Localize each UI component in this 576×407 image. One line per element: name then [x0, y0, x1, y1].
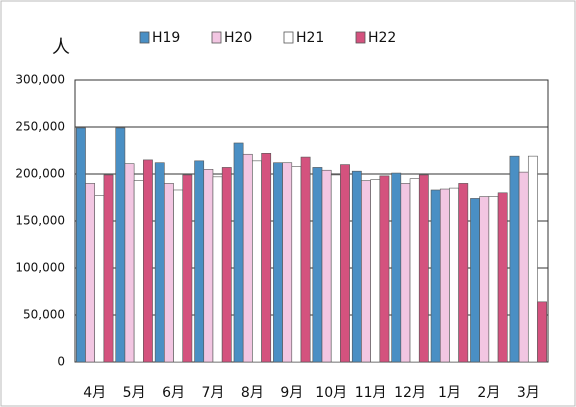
bar [300, 156, 311, 363]
legend-label: H22 [368, 30, 396, 46]
x-tick-label: 2月 [477, 385, 500, 401]
legend-label: H20 [224, 30, 252, 46]
bar [143, 159, 153, 363]
x-tick-label: 10月 [315, 385, 347, 401]
bar [370, 179, 381, 363]
bar [321, 169, 332, 363]
x-tick-label: 12月 [394, 385, 426, 401]
x-tick-label: 1月 [438, 385, 461, 401]
y-tick-label: 250,000 [15, 120, 65, 134]
legend-swatch [283, 31, 294, 44]
x-tick-label: 7月 [201, 385, 224, 401]
bar [518, 171, 529, 363]
bar [203, 169, 214, 363]
bar [212, 176, 223, 363]
x-tick-label: 9月 [280, 385, 303, 401]
bar [527, 155, 538, 363]
bar [291, 166, 302, 363]
x-tick-label: 8月 [241, 385, 264, 401]
bar [194, 160, 205, 363]
bar [409, 178, 420, 363]
bar [458, 183, 469, 363]
bar [85, 183, 96, 363]
bar [351, 170, 362, 363]
bar [330, 174, 341, 363]
bar [233, 142, 244, 363]
bar [242, 153, 253, 363]
bar [488, 196, 499, 363]
legend-swatch [139, 31, 150, 44]
y-tick-label: 300,000 [15, 73, 65, 87]
bar [154, 162, 165, 363]
bar [273, 162, 283, 363]
bar [497, 192, 508, 363]
bar [418, 174, 429, 363]
y-tick-label: 100,000 [15, 261, 65, 275]
bar [173, 189, 184, 363]
y-tick-label: 50,000 [23, 308, 65, 322]
bar [133, 180, 144, 363]
x-tick-label: 3月 [517, 385, 540, 401]
y-tick-label: 0 [57, 355, 65, 369]
bar [439, 188, 450, 363]
x-tick-label: 6月 [162, 385, 185, 401]
bar [103, 174, 114, 363]
y-tick-label: 200,000 [15, 167, 65, 181]
bar [479, 196, 490, 363]
bar [182, 174, 193, 363]
bar [509, 155, 520, 363]
bar [94, 195, 105, 363]
bar [470, 198, 480, 363]
bar [449, 187, 459, 363]
y-tick-label: 150,000 [15, 214, 65, 228]
bar [76, 127, 86, 363]
bar [124, 163, 135, 363]
bar [379, 175, 390, 363]
bar [361, 180, 371, 363]
bar [221, 167, 232, 363]
y-axis-label: 人 [52, 37, 70, 58]
bar [537, 301, 547, 363]
bar [391, 172, 402, 363]
legend-swatch [355, 31, 366, 44]
bar [400, 183, 411, 363]
bar [312, 167, 323, 363]
bar [164, 183, 174, 363]
x-tick-label: 4月 [83, 385, 106, 401]
legend-label: H21 [296, 30, 324, 46]
bar [252, 160, 262, 363]
bar [430, 189, 441, 363]
x-tick-label: 5月 [123, 385, 146, 401]
bar [340, 164, 350, 363]
legend-label: H19 [152, 30, 180, 46]
x-tick-label: 11月 [355, 385, 387, 401]
bar [282, 162, 293, 363]
legend-swatch [211, 31, 222, 44]
bar [261, 153, 272, 363]
bar [115, 127, 126, 363]
